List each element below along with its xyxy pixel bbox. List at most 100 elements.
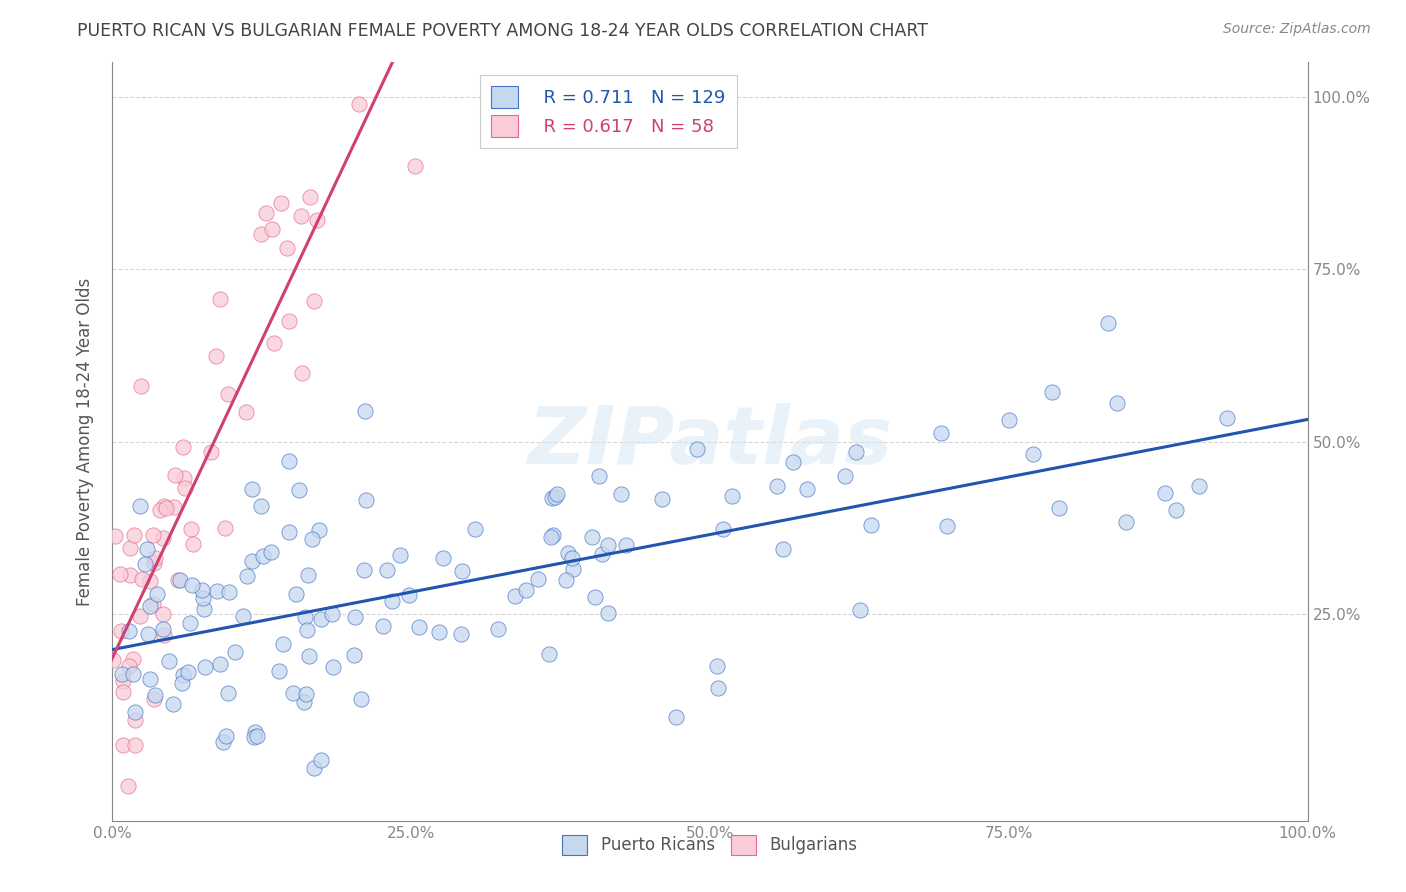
Point [772,542,794,557]
Point [294,610,316,624]
Point [117,624,139,638]
Point [139,672,162,686]
Point [183,537,205,551]
Point [111,667,134,681]
Point [122,666,145,681]
Point [224,645,246,659]
Point [270,196,292,211]
Point [240,554,263,568]
Point [297,568,319,582]
Point [766,479,789,493]
Point [721,489,744,503]
Point [110,624,132,639]
Point [541,491,564,506]
Point [155,500,177,515]
Point [162,697,184,711]
Point [711,522,734,536]
Point [254,206,277,220]
Text: PUERTO RICAN VS BULGARIAN FEMALE POVERTY AMONG 18-24 YEAR OLDS CORRELATION CHART: PUERTO RICAN VS BULGARIAN FEMALE POVERTY… [77,22,928,40]
Point [353,563,375,577]
Point [1115,515,1137,529]
Point [152,628,174,642]
Point [311,754,333,768]
Point [796,482,818,496]
Point [172,668,194,682]
Point [152,531,174,545]
Point [193,602,215,616]
Point [243,730,266,744]
Point [343,610,366,624]
Text: Source: ZipAtlas.com: Source: ZipAtlas.com [1223,22,1371,37]
Point [299,190,322,204]
Point [136,542,159,557]
Point [505,589,527,603]
Point [1164,503,1187,517]
Point [138,627,160,641]
Point [398,588,420,602]
Point [124,528,146,542]
Point [131,572,153,586]
Point [388,549,411,563]
Point [112,684,135,698]
Point [432,551,454,566]
Point [152,607,174,621]
Point [152,623,174,637]
Point [167,573,190,587]
Point [131,379,153,393]
Point [1097,317,1119,331]
Point [118,658,141,673]
Point [302,293,325,308]
Point [212,735,235,749]
Point [849,603,872,617]
Point [276,241,298,255]
Point [200,444,222,458]
Point [104,529,127,543]
Point [349,96,371,111]
Point [273,637,295,651]
Point [526,573,548,587]
Point [322,660,344,674]
Point [929,425,952,440]
Point [450,627,472,641]
Point [515,582,537,597]
Point [488,622,510,636]
Point [214,521,236,535]
Point [142,557,165,571]
Point [149,503,172,517]
Point [321,607,343,621]
Point [260,222,283,236]
Point [342,648,364,662]
Point [543,528,565,542]
Point [207,584,229,599]
Point [181,578,204,592]
Point [562,562,585,576]
Point [997,413,1019,427]
Point [111,673,134,688]
Point [277,525,299,540]
Point [170,676,193,690]
Point [217,686,239,700]
Point [610,486,633,500]
Point [707,681,730,696]
Point [218,585,240,599]
Point [298,649,321,664]
Point [174,481,197,495]
Point [204,350,226,364]
Point [120,567,142,582]
Point [581,530,603,544]
Point [408,620,430,634]
Point [112,738,135,752]
Point [373,618,395,632]
Point [845,445,868,459]
Point [145,550,167,565]
Point [117,779,139,793]
Point [706,658,728,673]
Point [190,583,212,598]
Point [427,625,450,640]
Point [277,314,299,328]
Point [1022,447,1045,461]
Point [124,738,146,752]
Point [194,659,217,673]
Point [292,695,315,709]
Point [302,761,325,775]
